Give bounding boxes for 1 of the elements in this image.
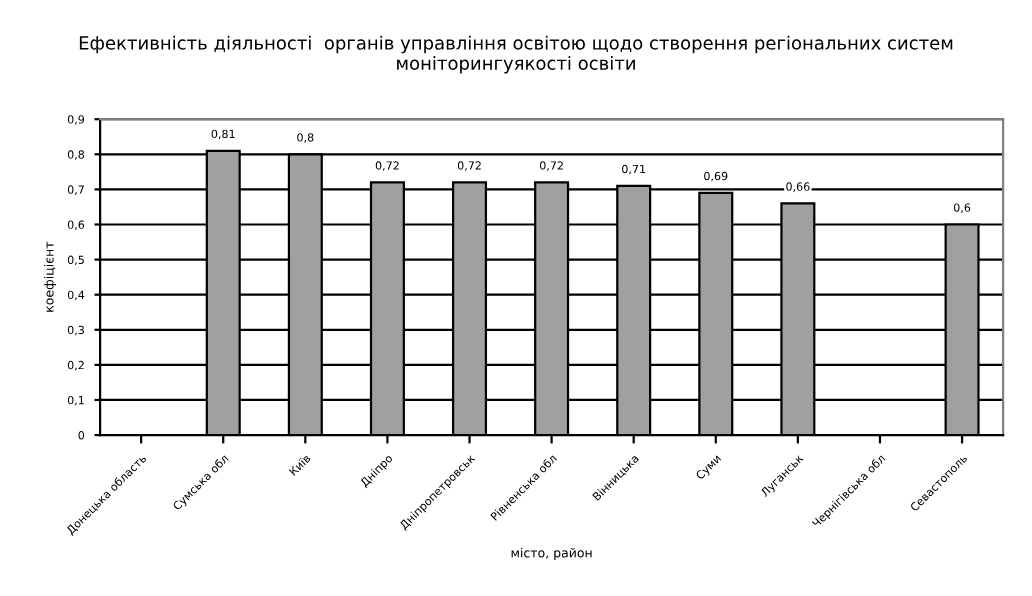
chart-title: Ефективність діяльності органів управління освітою щодо створення регіональних систем моніторингуякості освіти — [79, 35, 953, 74]
